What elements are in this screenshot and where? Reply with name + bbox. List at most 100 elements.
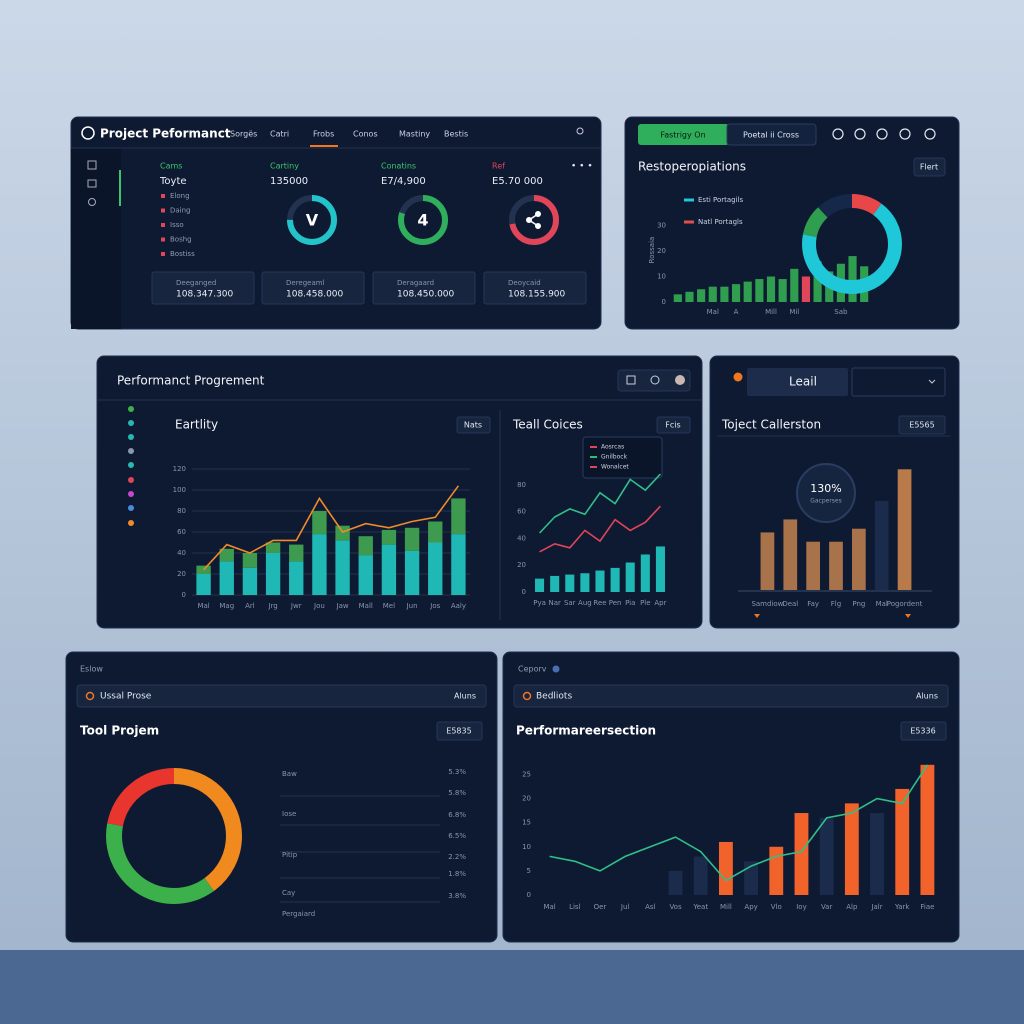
nav-icon[interactable] — [87, 160, 97, 170]
x-tick-label: Mal — [707, 308, 719, 316]
bar — [708, 286, 717, 302]
footer-label: Deragaard — [397, 279, 434, 287]
card-value: E7/4,900 — [381, 176, 426, 187]
icon[interactable] — [924, 128, 936, 140]
x-tick-label: Mall — [359, 602, 373, 610]
icon[interactable] — [854, 128, 866, 140]
footer-value: 108.347.300 — [176, 290, 234, 300]
x-tick-label: Mel — [383, 602, 395, 610]
bar — [595, 570, 605, 592]
avatar[interactable] — [675, 375, 685, 385]
list-item: Boshg — [170, 236, 192, 244]
badge: E5835 — [446, 727, 471, 736]
bar — [335, 525, 350, 541]
x-tick-label: Var — [821, 903, 833, 911]
badge: Fcis — [665, 421, 680, 430]
bar — [720, 286, 729, 302]
user-icon[interactable] — [576, 127, 584, 135]
bar — [219, 548, 234, 562]
bar — [920, 764, 935, 895]
kpi-circle — [796, 463, 856, 523]
x-tick-label: Jrg — [267, 602, 277, 610]
button[interactable] — [726, 123, 817, 146]
list-item: Elong — [170, 192, 190, 200]
y-tick-label: 20 — [522, 795, 531, 803]
line — [539, 473, 661, 534]
dropdown-label: Aluns — [454, 692, 476, 701]
dropdown[interactable] — [513, 684, 949, 708]
card-label: Conatins — [381, 162, 416, 171]
dots: • • • — [571, 162, 593, 172]
status-dot — [733, 372, 743, 382]
badge-box — [436, 721, 483, 741]
nav-icon[interactable] — [87, 179, 97, 188]
bar — [535, 578, 545, 592]
donut-segment — [802, 194, 902, 294]
x-tick-label: Jaw — [336, 602, 349, 610]
button[interactable] — [638, 124, 729, 145]
bar — [265, 553, 281, 595]
y-tick-label: 10 — [522, 843, 531, 851]
icon — [522, 691, 532, 701]
row-label: Baw — [282, 770, 297, 778]
icon[interactable] — [128, 520, 134, 526]
icon[interactable] — [832, 128, 844, 140]
dropdown[interactable] — [747, 368, 848, 396]
icon[interactable] — [626, 375, 636, 385]
chart-title: Teall Coices — [512, 418, 583, 432]
icon[interactable] — [128, 491, 134, 497]
bar — [852, 528, 866, 590]
y-tick-label: 60 — [177, 528, 186, 536]
x-tick-label: Mill — [720, 903, 732, 911]
bar — [358, 536, 373, 556]
y-tick-label: 5 — [527, 867, 531, 875]
bar — [358, 555, 373, 595]
legend-label: Natl Portagls — [698, 218, 743, 226]
bar — [580, 573, 590, 592]
card-label: Cartiny — [270, 162, 299, 171]
button[interactable] — [913, 157, 946, 177]
bar — [794, 813, 809, 895]
icon[interactable] — [128, 420, 134, 426]
x-tick-label: Mag — [219, 602, 234, 610]
footer-label: Deoycaid — [508, 279, 541, 287]
y-tick-label: 80 — [177, 507, 186, 515]
nav-icon[interactable] — [88, 198, 96, 206]
label: Cams — [160, 162, 182, 171]
x-tick-label: Vlo — [771, 903, 782, 911]
icon[interactable] — [876, 128, 888, 140]
row-label: Pitip — [282, 851, 298, 859]
x-tick-label: Mal — [197, 602, 209, 610]
icon[interactable] — [899, 128, 911, 140]
dropdown[interactable] — [76, 684, 487, 708]
section-label: Eslow — [80, 665, 103, 674]
bar — [693, 856, 708, 895]
button-label: Poetal ii Cross — [743, 131, 799, 140]
footer-box — [261, 271, 365, 305]
panel-title: Toject Callerston — [721, 418, 821, 432]
icon[interactable] — [128, 406, 134, 412]
bullet — [161, 223, 165, 227]
kpi-value: 130% — [810, 482, 841, 495]
nav-item: Bestis — [444, 130, 468, 139]
dropdown[interactable] — [851, 367, 946, 397]
icon[interactable] — [128, 505, 134, 511]
icon[interactable] — [128, 448, 134, 454]
x-tick-label: Oer — [594, 903, 607, 911]
y-tick-label: 40 — [177, 549, 186, 557]
row-label: Cay — [282, 889, 295, 897]
x-tick-label: Vos — [669, 903, 682, 911]
donut-segment — [802, 194, 902, 294]
nav-item: Conos — [353, 130, 378, 139]
icon[interactable] — [128, 477, 134, 483]
bar — [381, 529, 397, 545]
icon[interactable] — [650, 375, 660, 385]
row-value: 2.2% — [448, 853, 466, 861]
legend-label: Esti Portagils — [698, 196, 743, 204]
bar — [801, 276, 811, 302]
bar — [565, 574, 575, 592]
icon[interactable] — [128, 462, 134, 468]
row-value: 3.8% — [448, 892, 466, 900]
icon[interactable] — [128, 434, 134, 440]
